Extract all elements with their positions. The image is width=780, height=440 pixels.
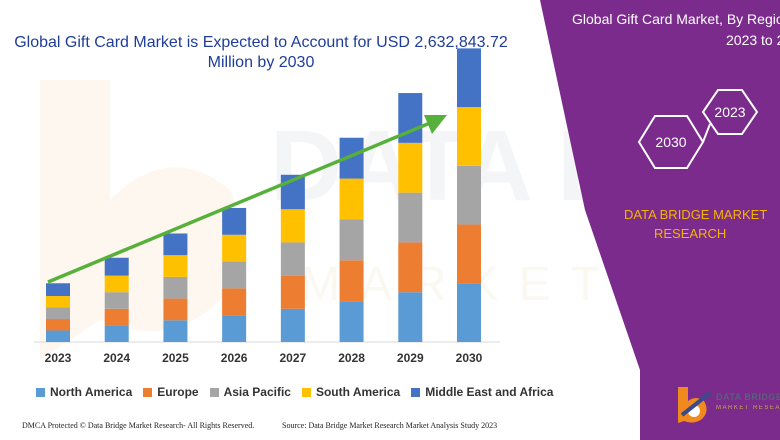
bar-2029-asia-pacific: [398, 192, 423, 243]
bar-2024-asia-pacific: [104, 292, 129, 309]
bar-2030-middle-east-and-africa: [457, 48, 481, 108]
legend-item-europe: Europe: [143, 385, 199, 399]
bar-2025-asia-pacific: [163, 276, 188, 299]
legend-swatch: [411, 387, 421, 397]
bar-2030-europe: [457, 224, 481, 284]
x-tick-2030: 2030: [456, 351, 483, 365]
bar-2025-europe: [163, 298, 188, 321]
trend-arrow: [47, 115, 447, 284]
bar-2023-north-america: [46, 330, 70, 342]
bar-2029-north-america: [398, 292, 423, 342]
bar-2025-north-america: [163, 320, 188, 342]
footer-source: Source: Data Bridge Market Research Mark…: [282, 421, 498, 430]
legend-item-middle-east-and-africa: Middle East and Africa: [411, 385, 553, 399]
footer-copyright: DMCA Protected © Data Bridge Market Rese…: [22, 421, 255, 430]
x-tick-2025: 2025: [162, 351, 189, 365]
chart-title: Global Gift Card Market is Expected to A…: [14, 34, 508, 71]
legend-label: Asia Pacific: [223, 385, 291, 399]
bar-2026-north-america: [222, 315, 247, 342]
legend-label: South America: [315, 385, 401, 399]
x-tick-2026: 2026: [221, 351, 248, 365]
legend-swatch: [143, 387, 153, 397]
bar-2028-asia-pacific: [339, 219, 364, 261]
x-tick-labels: 2023 2024 2025 2026 2027 2028 2029 2030: [45, 351, 483, 365]
bar-2027-asia-pacific: [280, 242, 305, 276]
panel-background: [540, 0, 780, 440]
panel-brand-line1: DATA BRIDGE MARKET: [624, 207, 768, 222]
bar-2023-europe: [46, 319, 70, 331]
x-tick-2023: 2023: [45, 351, 72, 365]
logo-subtitle: MARKET RESEARCH: [716, 405, 780, 411]
legend: North America Europe Asia Pacific South Ame…: [36, 384, 553, 400]
bars-group: [46, 48, 481, 342]
trend-arrow-head: [424, 115, 447, 134]
panel-brand: DATA BRIDGE MARKET RESEARCH: [624, 205, 780, 243]
legend-item-south-america: South America: [301, 385, 401, 399]
legend-label: Europe: [157, 385, 199, 399]
x-tick-2028: 2028: [338, 351, 365, 365]
bar-2025-middle-east-and-africa: [163, 233, 188, 256]
hex-connector: [702, 123, 711, 143]
bar-2026-asia-pacific: [222, 261, 247, 289]
bar-2029-europe: [398, 242, 423, 293]
hex-year-label-2030: 2030: [655, 134, 687, 150]
x-tick-2027: 2027: [280, 351, 307, 365]
bar-2030-asia-pacific: [457, 165, 481, 225]
bar-2028-south-america: [339, 178, 364, 220]
bar-2026-south-america: [222, 234, 247, 262]
bar-2030-south-america: [457, 107, 481, 166]
bar-2026-middle-east-and-africa: [222, 207, 247, 235]
company-logo-icon: [678, 387, 712, 423]
bar-2028-europe: [339, 260, 364, 302]
legend-swatch: [36, 387, 45, 397]
panel-title-line1: Global Gift Card Market, By Regions,: [572, 11, 780, 27]
panel-title: Global Gift Card Market, By Regions, 202…: [560, 9, 780, 51]
bar-2025-south-america: [163, 255, 188, 277]
bar-2024-middle-east-and-africa: [104, 257, 129, 276]
bar-2024-south-america: [104, 275, 129, 293]
bar-2027-europe: [280, 275, 305, 309]
bar-2027-north-america: [280, 308, 305, 342]
hexagon-2023: [701, 89, 759, 135]
bar-2023-asia-pacific: [46, 307, 70, 320]
bar-2023-south-america: [46, 296, 70, 308]
x-tick-2029: 2029: [397, 351, 424, 365]
legend-swatch: [209, 387, 219, 397]
logo-name: DATA BRIDGE: [716, 392, 780, 402]
hex-year-label-2023: 2023: [714, 104, 746, 120]
bar-2030-north-america: [457, 283, 481, 342]
bar-2024-europe: [104, 308, 129, 326]
bar-2026-europe: [222, 288, 247, 316]
panel-brand-line2: RESEARCH: [654, 226, 727, 241]
legend-label: Middle East and Africa: [425, 385, 554, 399]
bar-2024-north-america: [104, 325, 129, 342]
x-tick-2024: 2024: [103, 351, 130, 365]
bar-2029-south-america: [398, 142, 423, 193]
legend-label: North America: [50, 385, 133, 399]
bar-2028-north-america: [339, 301, 364, 342]
panel-title-line2: 2023 to 2030: [726, 32, 780, 48]
legend-swatch: [301, 387, 311, 397]
legend-item-north-america: North America: [36, 385, 132, 399]
bar-2027-south-america: [280, 209, 305, 243]
legend-item-asia-pacific: Asia Pacific: [209, 385, 291, 399]
bar-2023-middle-east-and-africa: [46, 283, 70, 297]
trend-line: [47, 121, 431, 284]
